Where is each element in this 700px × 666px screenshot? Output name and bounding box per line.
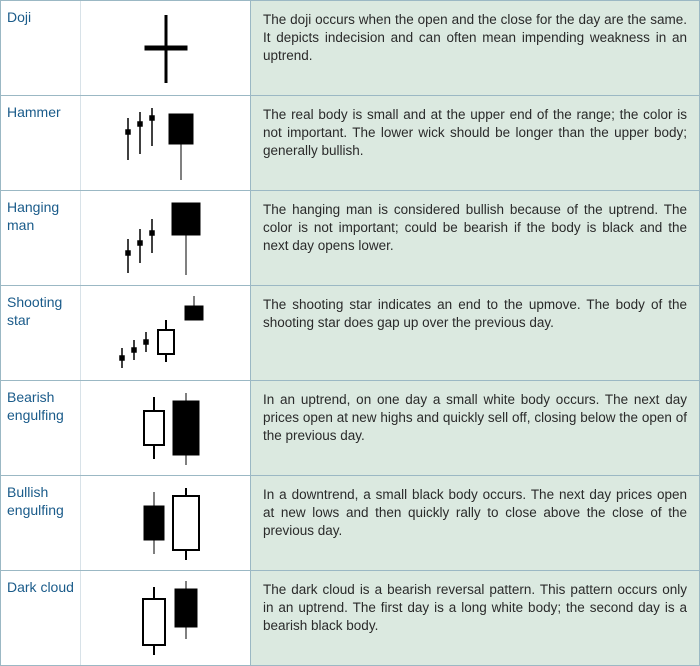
- row-hammer: Hammer The real body is small and at the …: [1, 96, 699, 191]
- pattern-name-hanging-man: Hanging man: [1, 191, 81, 285]
- pattern-name-dark-cloud: Dark cloud: [1, 571, 81, 665]
- pattern-description-bearish-engulfing: In an uptrend, on one day a small white …: [251, 381, 699, 475]
- pattern-description-shooting-star: The shooting star indicates an end to th…: [251, 286, 699, 380]
- pattern-illustration-hammer: [81, 96, 251, 190]
- pattern-illustration-bearish-engulfing: [81, 381, 251, 475]
- pattern-description-dark-cloud: The dark cloud is a bearish reversal pat…: [251, 571, 699, 665]
- row-doji: Doji The doji occurs when the open and th…: [1, 1, 699, 96]
- pattern-illustration-hanging-man: [81, 191, 251, 285]
- pattern-description-bullish-engulfing: In a downtrend, a small black body occur…: [251, 476, 699, 570]
- row-dark-cloud: Dark cloud The dark cloud is a bearish re…: [1, 571, 699, 665]
- row-bullish-engulfing: Bullish engulfing In a downtrend, a small…: [1, 476, 699, 571]
- row-bearish-engulfing: Bearish engulfing In an uptrend, on one d…: [1, 381, 699, 476]
- row-shooting-star: Shooting star The shooting star indicates…: [1, 286, 699, 381]
- pattern-illustration-doji: [81, 1, 251, 95]
- pattern-description-hammer: The real body is small and at the upper …: [251, 96, 699, 190]
- pattern-name-bullish-engulfing: Bullish engulfing: [1, 476, 81, 570]
- pattern-illustration-shooting-star: [81, 286, 251, 380]
- pattern-name-doji: Doji: [1, 1, 81, 95]
- row-hanging-man: Hanging man The hanging man is considered…: [1, 191, 699, 286]
- pattern-description-hanging-man: The hanging man is considered bullish be…: [251, 191, 699, 285]
- pattern-name-hammer: Hammer: [1, 96, 81, 190]
- pattern-name-bearish-engulfing: Bearish engulfing: [1, 381, 81, 475]
- pattern-illustration-bullish-engulfing: [81, 476, 251, 570]
- candlestick-patterns-table: Doji The doji occurs when the open and th…: [0, 0, 700, 666]
- pattern-description-doji: The doji occurs when the open and the cl…: [251, 1, 699, 95]
- pattern-illustration-dark-cloud: [81, 571, 251, 665]
- pattern-name-shooting-star: Shooting star: [1, 286, 81, 380]
